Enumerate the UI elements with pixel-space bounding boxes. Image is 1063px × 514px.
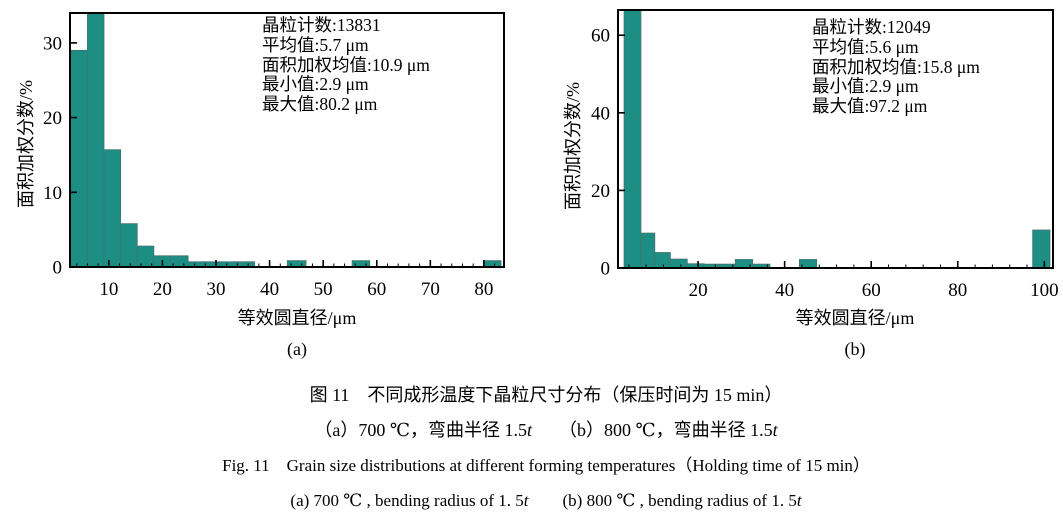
stat-grain-count: 晶粒计数:13831 — [262, 15, 381, 35]
stat-grain-count: 晶粒计数:12049 — [812, 17, 931, 37]
svg-text:30: 30 — [207, 279, 226, 300]
svg-text:70: 70 — [421, 279, 440, 300]
chart-b-histogram: 20 40 60 80 100 0 20 40 60 — [591, 9, 1059, 301]
chart-a-panel-label: (a) — [287, 339, 307, 359]
svg-text:20: 20 — [689, 280, 708, 301]
chart-a-x-axis-label: 等效圆直径/μm — [237, 308, 357, 328]
caption-en-sub-b-var: t — [796, 491, 802, 510]
stat-mean: 平均值:5.7 μm — [262, 34, 369, 55]
svg-text:30: 30 — [43, 33, 62, 54]
svg-text:10: 10 — [99, 279, 118, 300]
stat-area-weighted-mean: 面积加权均值:10.9 μm — [262, 54, 430, 75]
caption-en-subtitle: (a) 700 ℃ , bending radius of 1. 5t (b) … — [29, 486, 1063, 511]
svg-text:40: 40 — [591, 103, 610, 124]
chart-b-stats-annotation: 晶粒计数:12049 平均值:5.6 μm 面积加权均值:15.8 μm 最小值… — [812, 17, 980, 117]
svg-text:20: 20 — [153, 279, 172, 300]
svg-text:0: 0 — [53, 258, 63, 279]
svg-text:20: 20 — [591, 181, 610, 202]
caption-zh-sub-b-var: t — [772, 420, 778, 440]
stat-max: 最大值:80.2 μm — [262, 94, 378, 115]
stat-mean: 平均值:5.6 μm — [812, 36, 919, 57]
svg-text:80: 80 — [474, 279, 493, 300]
caption-en-sub-b: (b) 800 ℃ , bending radius of 1. 5 — [528, 491, 797, 510]
svg-text:100: 100 — [1030, 280, 1059, 301]
svg-text:50: 50 — [314, 279, 333, 300]
caption-en-title: Fig. 11 Grain size distributions at diff… — [222, 456, 870, 475]
svg-text:60: 60 — [862, 280, 881, 301]
caption-zh-sub-b: （b）800 ℃，弯曲半径 1.5 — [531, 420, 773, 440]
chart-b-panel-label: (b) — [844, 339, 866, 359]
caption-zh-subtitle: （a）700 ℃，弯曲半径 1.5t （b）800 ℃，弯曲半径 1.5t — [29, 416, 1063, 442]
stat-min: 最小值:2.9 μm — [812, 76, 919, 97]
svg-text:60: 60 — [591, 26, 610, 47]
svg-text:40: 40 — [260, 279, 279, 300]
stat-area-weighted-mean: 面积加权均值:15.8 μm — [812, 56, 980, 77]
caption-en-sub-a-var: t — [523, 491, 529, 510]
svg-text:20: 20 — [43, 108, 62, 129]
stat-min: 最小值:2.9 μm — [262, 74, 369, 95]
svg-text:0: 0 — [601, 259, 611, 280]
svg-text:80: 80 — [948, 280, 967, 301]
chart-a-histogram: 10 20 30 40 50 60 70 80 0 10 20 30 — [43, 12, 505, 300]
caption-zh-sub-a: （a）700 ℃，弯曲半径 1.5 — [314, 420, 527, 440]
svg-text:10: 10 — [43, 183, 62, 204]
caption-zh-title: 图 11 不同成形温度下晶粒尺寸分布（保压时间为 15 min） — [309, 385, 783, 405]
stat-max: 最大值:97.2 μm — [812, 96, 928, 117]
caption-zh-sub-a-var: t — [526, 420, 532, 440]
svg-text:40: 40 — [775, 280, 794, 301]
caption-en-sub-a: (a) 700 ℃ , bending radius of 1. 5 — [290, 491, 524, 510]
chart-a-stats-annotation: 晶粒计数:13831 平均值:5.7 μm 面积加权均值:10.9 μm 最小值… — [262, 15, 430, 115]
svg-text:60: 60 — [367, 279, 386, 300]
chart-b-x-axis-label: 等效圆直径/μm — [795, 308, 915, 328]
